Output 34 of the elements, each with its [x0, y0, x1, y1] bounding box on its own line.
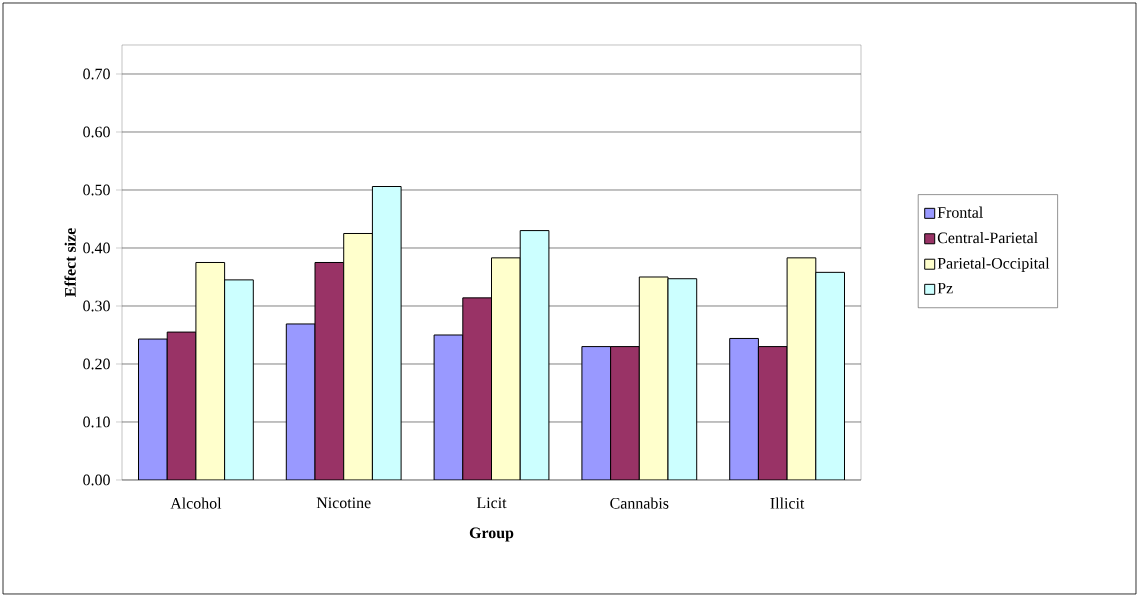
y-tick-label: 0.10 — [83, 416, 110, 428]
x-tick-label: Cannabis — [610, 497, 669, 509]
legend-label: Parietal-Occipital — [937, 257, 1050, 272]
x-tick-label: Illicit — [770, 497, 805, 509]
bar — [224, 279, 254, 480]
legend-label: Pz — [937, 282, 953, 294]
y-axis-title: Effect size — [64, 228, 76, 297]
bar — [462, 297, 493, 480]
y-tick-label: 0.00 — [83, 474, 110, 486]
bar — [667, 278, 698, 480]
bar — [371, 186, 402, 480]
bar — [786, 257, 817, 480]
y-tick-label: 0.60 — [83, 126, 110, 138]
legend-label: Frontal — [937, 206, 983, 218]
bar — [610, 346, 640, 480]
y-tick-label: 0.70 — [83, 68, 110, 80]
bar — [343, 232, 373, 480]
y-tick-label: 0.50 — [83, 184, 110, 196]
legend-label: Central-Parietal — [937, 232, 1038, 244]
bar — [519, 230, 550, 480]
x-axis-title: Group — [469, 527, 514, 542]
bar — [314, 261, 345, 480]
x-tick-label: Licit — [476, 497, 507, 509]
bar — [815, 271, 846, 480]
x-tick-label: Alcohol — [170, 497, 222, 509]
bar — [166, 331, 197, 480]
x-tick-label: Nicotine — [316, 497, 371, 509]
bar — [757, 346, 788, 480]
y-tick-label: 0.20 — [83, 358, 110, 370]
bar — [638, 276, 669, 480]
y-tick-label: 0.40 — [83, 242, 110, 254]
bar — [491, 257, 521, 480]
bar — [195, 261, 226, 480]
y-tick-label: 0.30 — [83, 300, 110, 312]
